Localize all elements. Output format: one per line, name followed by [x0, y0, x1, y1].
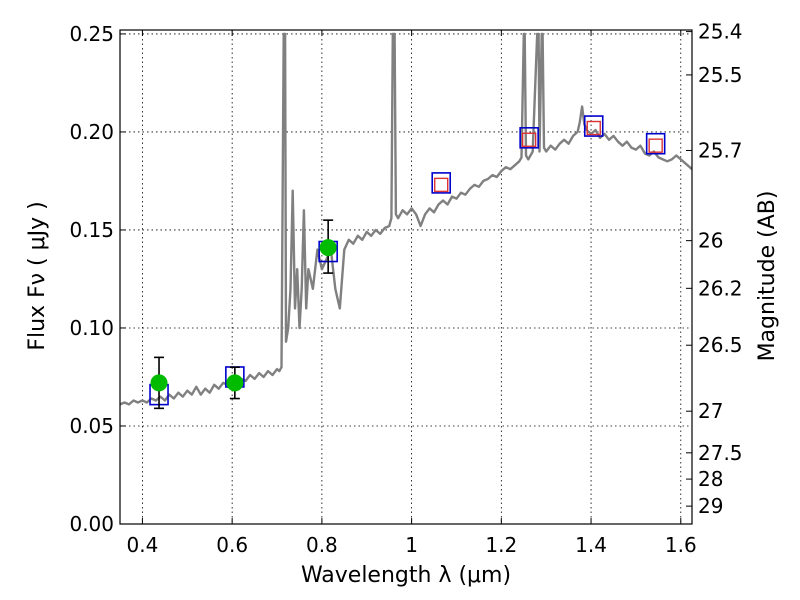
y-tick-label: 0.20: [69, 120, 114, 144]
x-axis-label: Wavelength λ (μm): [301, 563, 511, 588]
mag-tick-label: 28: [698, 467, 723, 491]
upper-limit-square: [434, 177, 449, 193]
mag-tick-label: 26: [698, 229, 723, 253]
mag-tick-label: 29: [698, 494, 723, 518]
x-tick-label: 1.2: [485, 533, 517, 557]
mag-tick-label: 25.4: [698, 20, 743, 44]
x-tick-label: 1: [405, 533, 418, 557]
y-axis-label: Flux Fν ( μJy ): [25, 201, 50, 350]
mag-tick-label: 25.7: [698, 138, 743, 162]
upper-limit-square: [586, 120, 601, 136]
x-tick-label: 0.6: [216, 533, 248, 557]
grid-lines: [120, 30, 692, 525]
observed-point: [226, 374, 244, 392]
y-right-axis-label: Magnitude (AB): [755, 191, 780, 362]
plot-frame: [119, 29, 693, 525]
mag-tick-label: 26.2: [698, 276, 743, 300]
observed-point: [319, 239, 337, 257]
model-band-square: [519, 127, 539, 149]
mag-tick-label: 25.5: [698, 63, 743, 87]
spectrum-line: [120, 32, 692, 406]
y-tick-label: 0.05: [69, 414, 114, 438]
upper-limit-square: [648, 138, 663, 153]
x-tick-label: 1.4: [575, 533, 607, 557]
mag-tick-label: 26.5: [698, 333, 743, 357]
x-tick-label: 0.8: [306, 533, 338, 557]
model-band-square: [645, 132, 666, 155]
y-tick-label: 0.10: [69, 316, 114, 340]
mag-tick-label: 27: [698, 399, 723, 423]
observed-point: [150, 374, 168, 392]
axis-ticks: [120, 30, 692, 525]
y-tick-label: 0.25: [69, 22, 114, 46]
x-tick-label: 0.4: [127, 533, 159, 557]
marker-series: [149, 115, 666, 410]
tick-labels: 0.4 0.6 0.8 1 1.2 1.4 1.6 0.00 0.05 0.10 0.15 0.20 0…: [69, 20, 742, 557]
model-band-square: [583, 115, 604, 137]
spectrum-series: [120, 32, 692, 406]
y-tick-label: 0.00: [69, 512, 114, 536]
upper-limit-square: [521, 132, 537, 147]
x-tick-label: 1.6: [665, 533, 697, 557]
model-band-square: [431, 172, 452, 194]
y-tick-label: 0.15: [69, 218, 114, 242]
mag-tick-label: 27.5: [698, 441, 743, 465]
